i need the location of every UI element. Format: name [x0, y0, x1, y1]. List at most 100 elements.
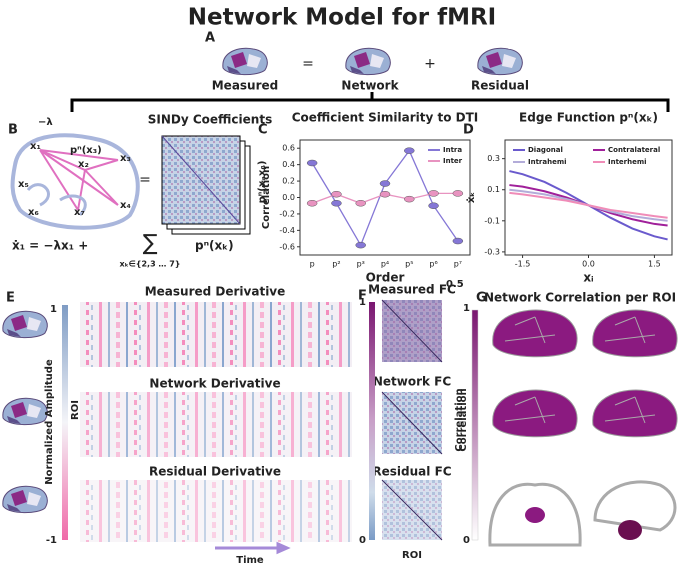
- fc-title: Measured FC: [368, 283, 456, 297]
- chart-title: Edge Function pⁿ(xₖ): [519, 111, 658, 125]
- violin: [428, 202, 439, 209]
- brain-folds: [26, 183, 87, 217]
- x-tick-label: 0.0: [582, 260, 595, 269]
- x-tick-label: p²: [332, 260, 340, 269]
- violin: [428, 190, 439, 197]
- violin: [306, 159, 318, 167]
- axis-label: ROI: [402, 550, 422, 561]
- x-tick-label: p³: [357, 260, 365, 269]
- time-arrow: [215, 541, 291, 555]
- panel-letter: F: [358, 289, 367, 304]
- operator: +: [424, 56, 436, 72]
- y-tick-label: -0.2: [279, 209, 295, 218]
- panel-a-label: Measured: [212, 79, 279, 93]
- x-axis-label: xᵢ: [583, 271, 593, 285]
- brain-icon: [222, 47, 268, 76]
- colorbar-tick: 1: [463, 303, 470, 314]
- series-line: [509, 191, 668, 219]
- brain-icon: [2, 397, 48, 426]
- panel-a-label: Residual: [471, 79, 529, 93]
- axis-label: Time: [236, 555, 264, 566]
- colorbar-tick: 0: [463, 535, 470, 546]
- lambda-label: −λ: [38, 117, 53, 128]
- chart-title: Coefficient Similarity to DTI: [292, 111, 479, 125]
- brain-region: [618, 520, 642, 540]
- y-tick-label: -0.1: [484, 216, 500, 225]
- brain-region: [525, 507, 545, 523]
- violin: [306, 200, 318, 207]
- brain-icon: [477, 47, 523, 76]
- violin: [331, 200, 342, 207]
- panel-letter: A: [205, 31, 215, 46]
- colorbar-tick: -1: [46, 535, 57, 546]
- brain-map: [492, 389, 578, 438]
- y-tick-label: 0.4: [282, 160, 295, 169]
- heatmap: [80, 392, 352, 457]
- x-tick-label: p⁵: [405, 260, 413, 269]
- x-tick-label: p: [310, 260, 315, 269]
- legend-label: Intra: [443, 146, 462, 154]
- sum-term: pⁿ(xₖ): [195, 239, 234, 253]
- equation: ẋ₁ = −λx₁ +: [12, 239, 88, 253]
- colorbar-tick: 1: [359, 297, 366, 308]
- legend-label: Intrahemi: [528, 158, 567, 166]
- node-label: x₇: [74, 207, 85, 218]
- node-label: x₃: [120, 153, 131, 164]
- brain-map: [492, 309, 578, 358]
- axis-label: ROI: [70, 400, 81, 420]
- network-edges: [39, 149, 119, 211]
- colorbar: [62, 305, 68, 540]
- colorbar-tick: 1: [50, 304, 57, 315]
- brain-icon: [2, 485, 48, 514]
- brain-map: [592, 309, 678, 358]
- panel-letter: E: [6, 291, 15, 306]
- panel-letter: B: [8, 123, 18, 138]
- sum-index: xₖ∈{2,3 … 7}: [120, 260, 181, 269]
- brain-outline: [10, 133, 140, 230]
- x-tick-label: 1.5: [648, 260, 661, 269]
- violin: [379, 190, 391, 198]
- panel-a-label: Network: [341, 79, 399, 93]
- y-tick-label: -0.3: [484, 247, 500, 256]
- colorbar-tick: 0: [359, 535, 366, 546]
- y-tick-label: 0.2: [282, 177, 295, 186]
- operator: =: [302, 56, 314, 72]
- matrix-diagonal: [161, 135, 241, 225]
- violin: [355, 200, 366, 207]
- panel-letter: G: [476, 291, 487, 306]
- panel-title: Network Correlation per ROI: [484, 291, 676, 305]
- colorbar-label: Correlation: [458, 388, 469, 451]
- heatmap: [80, 302, 352, 367]
- y-tick-label: -0.4: [279, 226, 295, 235]
- legend-label: Interhemi: [608, 158, 647, 166]
- y-tick-label: 0.6: [282, 144, 295, 153]
- brain-map: [592, 389, 678, 438]
- matrix-label: pⁿ(xₐxᵦ): [257, 161, 268, 204]
- heatmap: [80, 480, 352, 542]
- brain-icon: [2, 310, 48, 339]
- panel-letter: C: [258, 123, 268, 138]
- figure-title: Network Model for fMRI: [188, 5, 497, 31]
- bracket: [70, 92, 670, 112]
- colorbar-tick: 0.5: [446, 279, 464, 290]
- x-tick-label: -1.5: [515, 260, 531, 269]
- y-tick-label: 0.0: [282, 193, 295, 202]
- y-tick-label: -0.6: [279, 242, 295, 251]
- x-tick-label: p⁶: [429, 260, 437, 269]
- edge-label: pⁿ(x₃): [70, 145, 102, 156]
- node-label: x₅: [18, 179, 29, 190]
- violin: [452, 237, 464, 245]
- legend-label: Diagonal: [528, 146, 563, 154]
- colorbar: [471, 309, 479, 541]
- fc-title: Network FC: [373, 375, 452, 389]
- panel-title: SINDy Coefficients: [148, 113, 272, 127]
- colorbar-label: Correlation: [454, 388, 465, 451]
- y-tick-label: 0.3: [487, 154, 500, 163]
- fc-diagonal: [381, 299, 443, 541]
- colorbar-label: Normalized Amplitude: [44, 359, 55, 485]
- y-tick-label: 0.1: [487, 185, 500, 194]
- sum-sign: ∑: [143, 231, 158, 256]
- violin: [331, 190, 342, 198]
